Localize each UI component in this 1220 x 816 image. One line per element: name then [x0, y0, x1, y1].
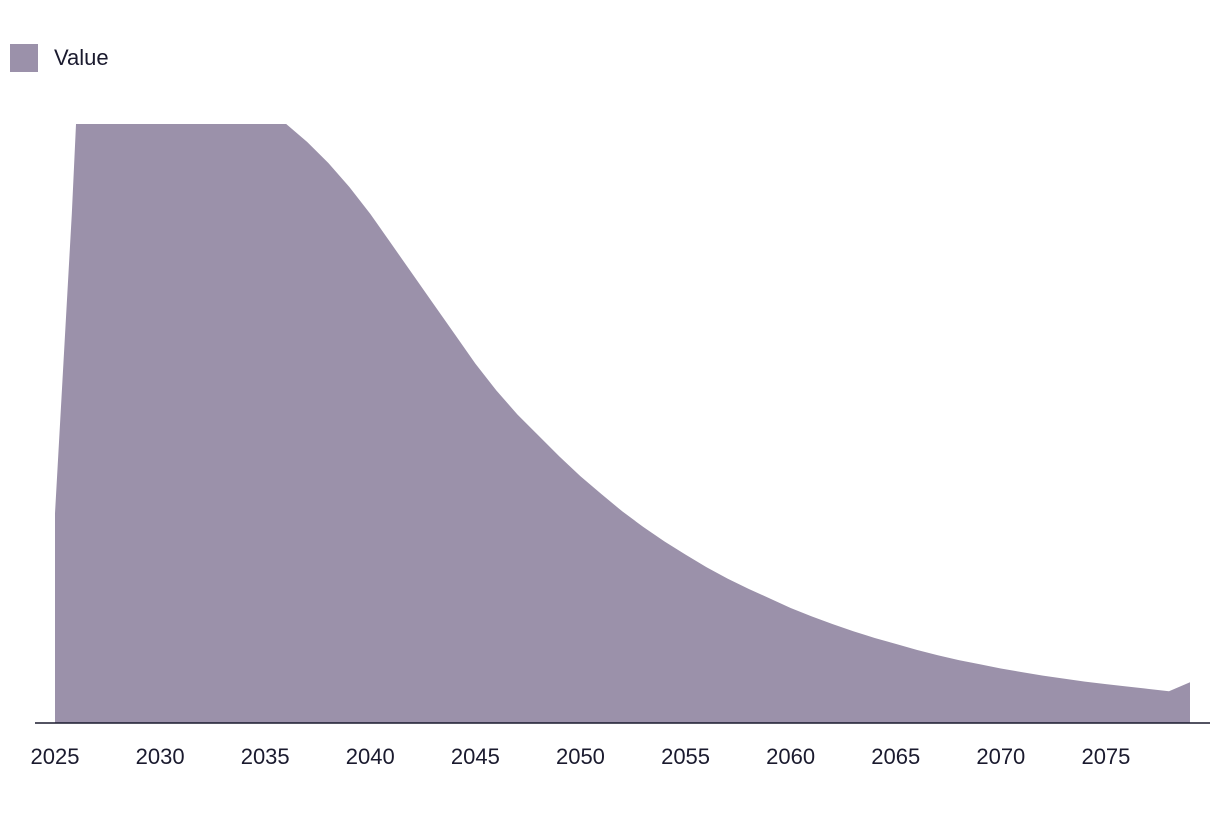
x-tick-label-2025: 2025 — [31, 744, 80, 769]
x-tick-label-2065: 2065 — [871, 744, 920, 769]
legend: Value — [10, 44, 109, 72]
x-tick-label-2075: 2075 — [1081, 744, 1130, 769]
x-axis-tick-labels: 2025 2030 2035 2040 2045 2050 2055 2060 2065 2070… — [31, 744, 1131, 769]
x-tick-label-2055: 2055 — [661, 744, 710, 769]
x-tick-label-2060: 2060 — [766, 744, 815, 769]
x-tick-label-2045: 2045 — [451, 744, 500, 769]
x-tick-label-2035: 2035 — [241, 744, 290, 769]
legend-swatch — [10, 44, 38, 72]
x-tick-label-2030: 2030 — [136, 744, 185, 769]
x-tick-label-2050: 2050 — [556, 744, 605, 769]
x-tick-label-2040: 2040 — [346, 744, 395, 769]
legend-label: Value — [54, 45, 109, 70]
area-series-value — [55, 124, 1190, 723]
x-tick-label-2070: 2070 — [976, 744, 1025, 769]
